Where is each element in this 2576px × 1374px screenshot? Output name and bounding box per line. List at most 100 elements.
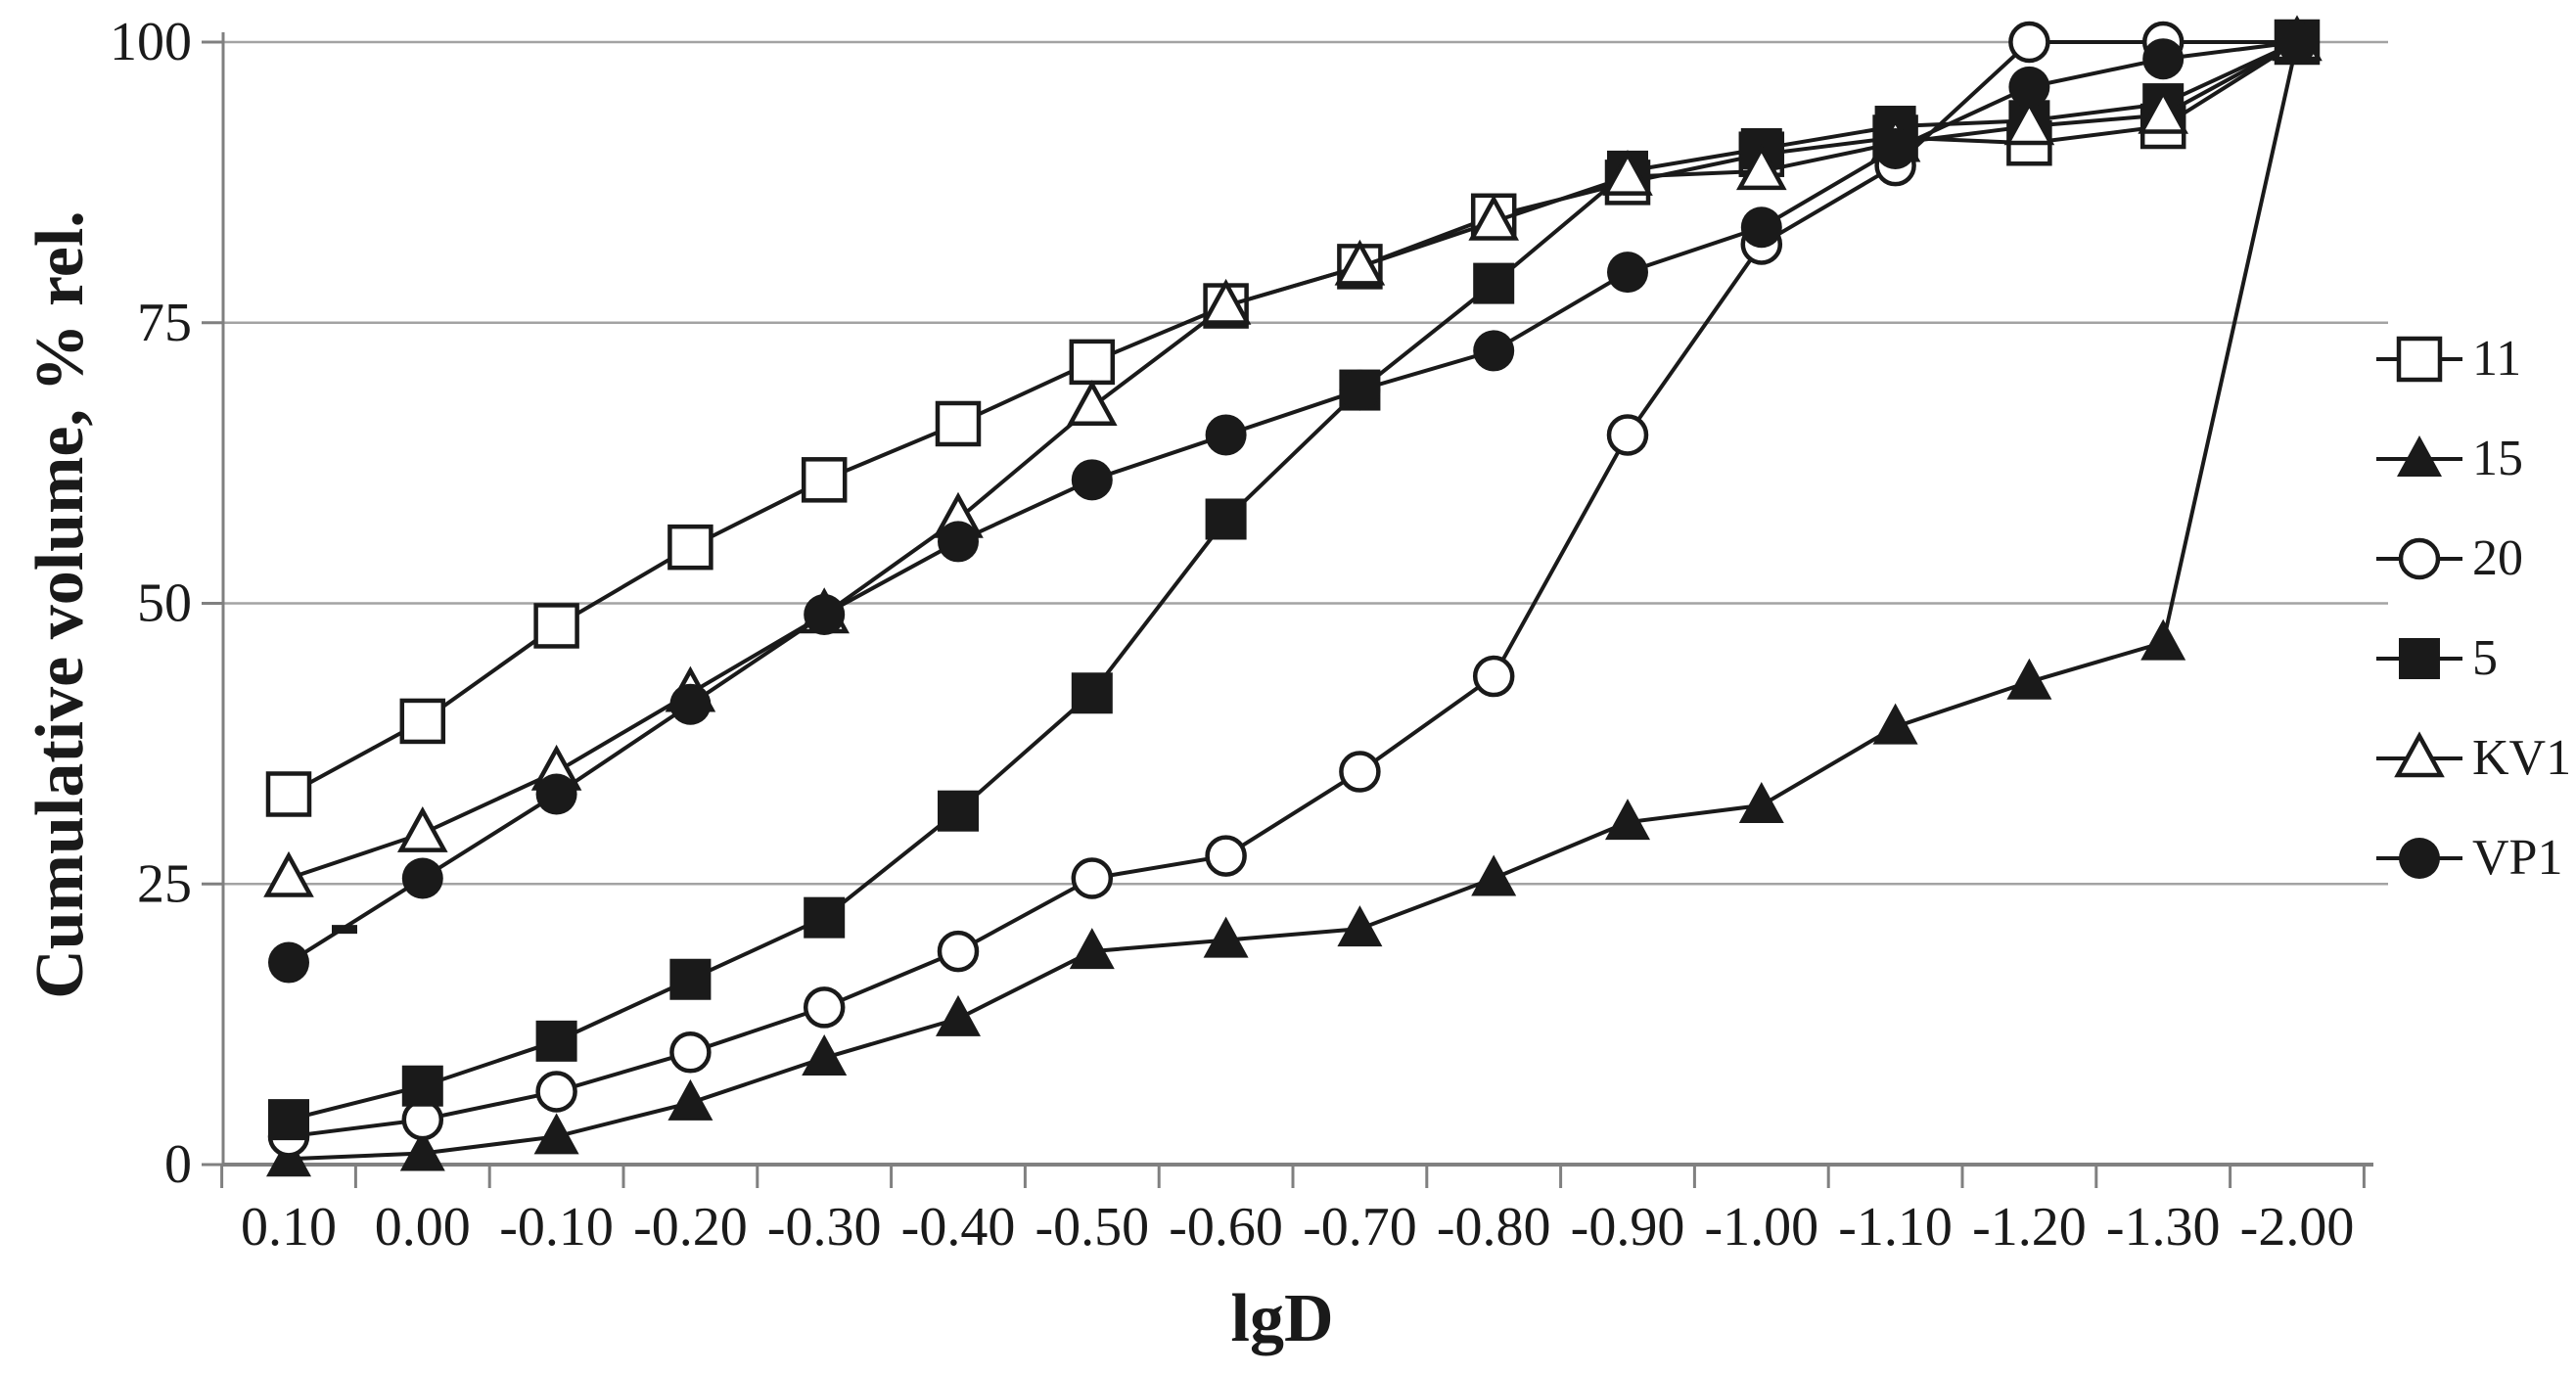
data-point-VP1--1.00	[1740, 206, 1782, 249]
data-point-15--1.00	[1738, 781, 1784, 823]
legend-label-VP1: VP1	[2472, 830, 2563, 886]
data-point-VP1-0.10	[268, 941, 309, 984]
x-tick-label-8: -0.70	[1303, 1197, 1417, 1258]
data-point-15--0.90	[1605, 799, 1650, 841]
y-tick-label-25: 25	[137, 853, 192, 914]
data-point-15--1.10	[1872, 703, 1918, 745]
x-tick-label-6: -0.50	[1035, 1197, 1149, 1258]
data-point-5--0.50	[1071, 672, 1113, 714]
data-point-15--0.70	[1337, 905, 1383, 947]
y-tick-label-0: 0	[164, 1134, 192, 1195]
legend-item-VP1: VP1	[2372, 829, 2562, 888]
data-point-20--1.20	[2008, 21, 2050, 64]
y-axis-title: Cumulative volume, % rel.	[23, 210, 98, 999]
data-point-VP1--0.40	[938, 521, 979, 563]
data-point-20-0.00	[401, 1098, 444, 1141]
x-tick-label-3: -0.20	[633, 1197, 748, 1258]
data-point-15-0.00	[399, 1129, 445, 1171]
series-15-line	[288, 41, 2299, 1162]
legend-item-20: 20	[2372, 529, 2523, 588]
legend-marker-square-open-icon	[2376, 336, 2462, 383]
data-point-20--0.80	[1472, 655, 1515, 698]
legend-marker-triangle-open-icon	[2376, 731, 2462, 778]
x-tick-label-0: 0.10	[241, 1197, 337, 1258]
series-15	[266, 19, 2320, 1177]
x-axis-title: lgD	[1230, 1281, 1334, 1356]
data-point-VP1--0.20	[669, 683, 712, 725]
legend-marker-triangle-filled-icon	[2376, 435, 2462, 477]
data-point-5--0.40	[938, 790, 979, 832]
legend-item-11: 11	[2372, 330, 2521, 389]
x-tick-label-11: -1.00	[1704, 1197, 1818, 1258]
data-point-KV1-0.10	[263, 850, 314, 897]
data-point-VP1--0.50	[1071, 459, 1113, 501]
data-point-VP1--0.10	[535, 773, 577, 815]
x-tick-label-10: -0.90	[1571, 1197, 1685, 1258]
legend-label-20: 20	[2472, 530, 2523, 586]
data-point-KV1--0.70	[1334, 239, 1386, 286]
data-point-5--0.30	[804, 896, 846, 939]
legend: 11 15 20 5 KV1 VP1	[2372, 0, 2576, 1374]
data-point-11-0.10	[265, 771, 312, 817]
data-point-5--0.10	[535, 1020, 577, 1062]
data-point-20--0.40	[937, 930, 980, 973]
data-point-5-0.00	[401, 1065, 443, 1107]
series-20	[267, 21, 2319, 1158]
dash-artifact	[332, 925, 357, 935]
series-20-line	[288, 40, 2297, 1139]
data-point-VP1--1.20	[2008, 66, 2050, 108]
data-point-11--0.20	[667, 524, 713, 571]
series-KV1-line	[288, 40, 2298, 881]
data-point-20--0.10	[535, 1071, 577, 1113]
series-VP1	[268, 22, 2318, 984]
data-point-KV1--0.60	[1200, 278, 1252, 325]
data-point-20--0.30	[803, 986, 846, 1029]
data-point-KV1--1.20	[2003, 99, 2055, 146]
data-point-VP1--1.30	[2142, 38, 2185, 80]
data-point-20--0.90	[1606, 414, 1649, 456]
data-point-15--0.10	[533, 1113, 579, 1155]
data-point-11--0.50	[1069, 339, 1116, 386]
data-point-15--1.30	[2140, 618, 2186, 661]
data-point-15--0.40	[936, 994, 981, 1036]
x-tick-label-4: -0.30	[767, 1197, 882, 1258]
data-point-11--0.40	[935, 400, 982, 447]
y-tick-label-75: 75	[137, 293, 192, 353]
data-point-11-0.00	[399, 698, 446, 745]
data-point-VP1--0.60	[1205, 414, 1247, 456]
data-point-KV1--1.00	[1735, 144, 1787, 191]
data-point-KV1--1.30	[2138, 87, 2189, 134]
data-point-VP1--0.30	[804, 593, 846, 635]
data-point-20--0.50	[1071, 857, 1114, 899]
data-point-KV1--0.80	[1468, 194, 1520, 241]
legend-label-KV1: KV1	[2472, 730, 2572, 786]
data-point-KV1--0.50	[1066, 380, 1118, 427]
data-point-15--0.80	[1471, 854, 1517, 896]
legend-item-5: 5	[2372, 629, 2498, 688]
series-5-line	[288, 40, 2298, 1122]
y-tick-label-50: 50	[137, 573, 192, 634]
data-point-VP1-0.00	[401, 857, 443, 899]
legend-marker-square-filled-icon	[2376, 638, 2462, 679]
x-tick-label-15: -2.00	[2240, 1197, 2355, 1258]
legend-item-15: 15	[2372, 430, 2523, 488]
series-11-line	[288, 40, 2299, 797]
x-tick-label-9: -0.80	[1437, 1197, 1551, 1258]
legend-label-5: 5	[2472, 630, 2498, 686]
legend-marker-circle-filled-icon	[2376, 838, 2462, 879]
data-point-20--0.20	[669, 1031, 712, 1074]
legend-label-15: 15	[2472, 431, 2523, 486]
data-point-20--0.70	[1339, 751, 1381, 793]
series-VP1-line	[287, 40, 2298, 965]
data-point-VP1--2.00	[2277, 22, 2318, 63]
data-point-15--0.60	[1203, 916, 1249, 958]
data-point-5--0.20	[669, 958, 712, 1000]
data-point-5-0.10	[268, 1099, 309, 1141]
data-point-KV1--0.90	[1602, 149, 1653, 196]
data-point-11--0.10	[533, 603, 579, 649]
x-tick-label-12: -1.10	[1838, 1197, 1953, 1258]
x-tick-label-2: -0.10	[499, 1197, 614, 1258]
x-tick-label-7: -0.60	[1169, 1197, 1283, 1258]
